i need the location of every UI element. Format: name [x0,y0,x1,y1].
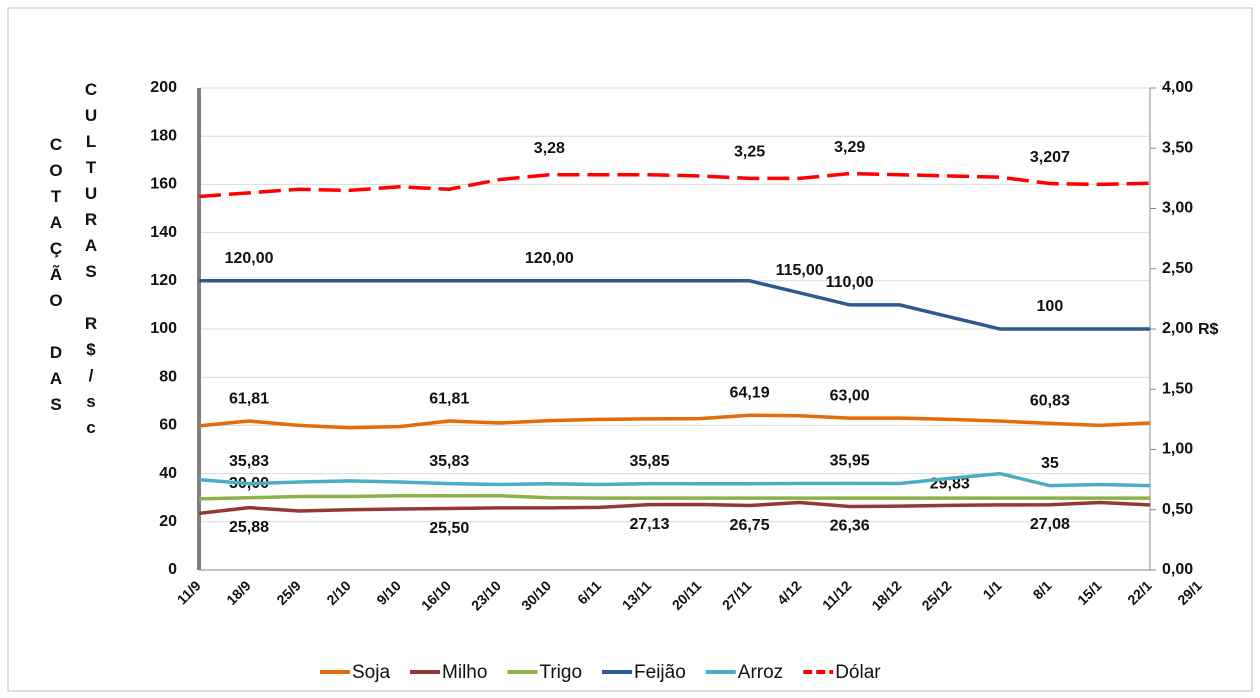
y-tick-label: 200 [150,79,177,96]
data-label: 27,08 [1030,516,1070,533]
data-label: 61,81 [229,390,269,407]
y2-tick-label: 2,50 [1162,260,1193,277]
legend-label: Trigo [539,662,582,683]
data-label: 64,19 [730,385,770,402]
data-label: 60,83 [1030,393,1070,410]
series-line [198,471,1151,488]
y-tick-label: 120 [150,272,177,289]
data-label: 35 [1041,455,1059,472]
data-label: 27,13 [629,516,669,533]
y2-tick-label: 0,00 [1162,561,1193,578]
y-tick-label: 0 [168,561,177,578]
data-label: 120,00 [525,250,574,267]
data-label: 35,83 [229,453,269,470]
y-tick-label: 20 [159,513,177,530]
legend-label: Soja [352,662,390,683]
data-label: 35,95 [830,453,870,470]
data-label: 3,25 [734,144,765,161]
data-label: 3,29 [834,139,865,156]
y2-tick-label: 4,00 [1162,79,1193,96]
y-tick-label: 140 [150,224,177,241]
data-label: 35,83 [429,453,469,470]
series-line [198,500,1151,516]
series-line [198,171,1151,199]
y-axis-label: CULTURAS R$/sc [82,80,101,444]
data-label: 115,00 [776,262,824,279]
y2-tick-label: 3,50 [1162,139,1193,156]
y2-axis-label: R$ [1198,321,1219,338]
data-label: 35,85 [629,453,669,470]
data-label: 3,207 [1030,149,1070,166]
data-label: 120,00 [225,250,274,267]
legend-label: Milho [442,662,487,683]
data-label: 100 [1037,298,1064,315]
y-tick-label: 80 [159,368,177,385]
data-label: 25,88 [229,519,269,536]
legend-label: Arroz [738,662,783,683]
y2-tick-label: 3,00 [1162,200,1193,217]
data-label: 110,00 [826,274,874,291]
y2-tick-label: 0,50 [1162,501,1193,518]
chart-frame [7,7,1253,692]
y2-tick-label: 2,00 [1162,320,1193,337]
y-tick-label: 160 [150,176,177,193]
y-tick-label: 180 [150,127,177,144]
series-line [199,279,1150,331]
data-label: 25,50 [429,520,469,537]
y-tick-label: 40 [159,465,177,482]
y-tick-label: 100 [150,320,177,337]
legend-label: Feijão [634,662,686,683]
series-line [198,413,1151,430]
data-label: 26,75 [730,517,770,534]
data-label: 3,28 [534,140,565,157]
data-label: 63,00 [830,387,870,404]
y-axis-label: COTAÇÃO DAS [47,135,66,421]
y2-tick-label: 1,00 [1162,441,1193,458]
series-line [198,494,1150,501]
legend-label: Dólar [835,662,881,683]
data-label: 61,81 [429,390,469,407]
y2-tick-label: 1,50 [1162,380,1193,397]
data-label: 26,36 [830,518,870,535]
y-tick-label: 60 [159,417,177,434]
